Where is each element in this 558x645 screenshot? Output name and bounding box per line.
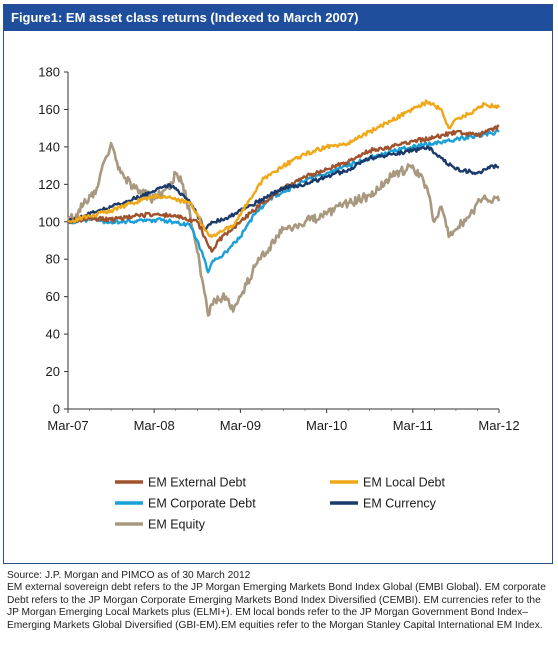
legend-label: EM Equity [148,518,206,532]
chart-legend: EM External Debt EM Local Debt EM Corporat… [115,476,446,532]
y-tick-label: 0 [53,402,60,417]
y-tick-label: 20 [46,364,60,379]
figure-frame: Figure1: EM asset class returns (Indexed… [3,4,553,564]
y-tick-label: 60 [46,289,60,304]
footnote-line: JP Morgan Emerging Local Markets plus (E… [7,607,528,619]
y-tick-label: 180 [38,65,60,80]
chart-svg: 0 20 40 60 80 100 120 140 160 180 Mar-07 Mar-08 Mar-… [38,65,519,532]
y-tick-label: 100 [38,214,60,229]
series-line-em-currency [67,145,500,231]
y-tick-label: 80 [46,252,60,267]
footnote-line: EM external sovereign debt refers to the… [7,582,546,594]
footnote-line: Emerging Markets Global Diversified (GBI… [7,619,543,631]
x-tick-label: Mar-09 [220,418,261,433]
x-tick-label: Mar-11 [393,418,433,433]
y-tick-label: 120 [38,177,60,192]
chart-series [66,99,501,317]
footnote: Source: J.P. Morgan and PIMCO as of 30 M… [7,570,552,632]
legend-label: EM Corporate Debt [148,497,256,511]
x-tick-label: Mar-07 [47,418,88,433]
x-tick-label: Mar-08 [134,418,175,433]
series-line-em-equity [66,141,501,317]
y-tick-label: 140 [38,139,60,154]
footnote-line: Source: J.P. Morgan and PIMCO as of 30 M… [7,570,251,581]
x-tick-label: Mar-12 [478,418,519,433]
legend-label: EM Local Debt [363,476,446,490]
series-line-em-local-debt [67,99,501,238]
figure-title: Figure1: EM asset class returns (Indexed… [11,10,359,25]
y-tick-label: 40 [46,327,60,342]
chart-axes: 0 20 40 60 80 100 120 140 160 180 Mar-07 Mar-08 Mar-… [38,65,519,434]
legend-label: EM External Debt [148,476,246,490]
title-bar: Figure1: EM asset class returns (Indexed… [4,5,552,31]
y-tick-label: 160 [38,102,60,117]
series-line-em-corporate-debt [67,129,500,274]
legend-label: EM Currency [363,497,437,511]
footnote-line: Debt refers to the JP Morgan Corporate E… [7,594,541,606]
x-tick-label: Mar-10 [306,418,347,433]
